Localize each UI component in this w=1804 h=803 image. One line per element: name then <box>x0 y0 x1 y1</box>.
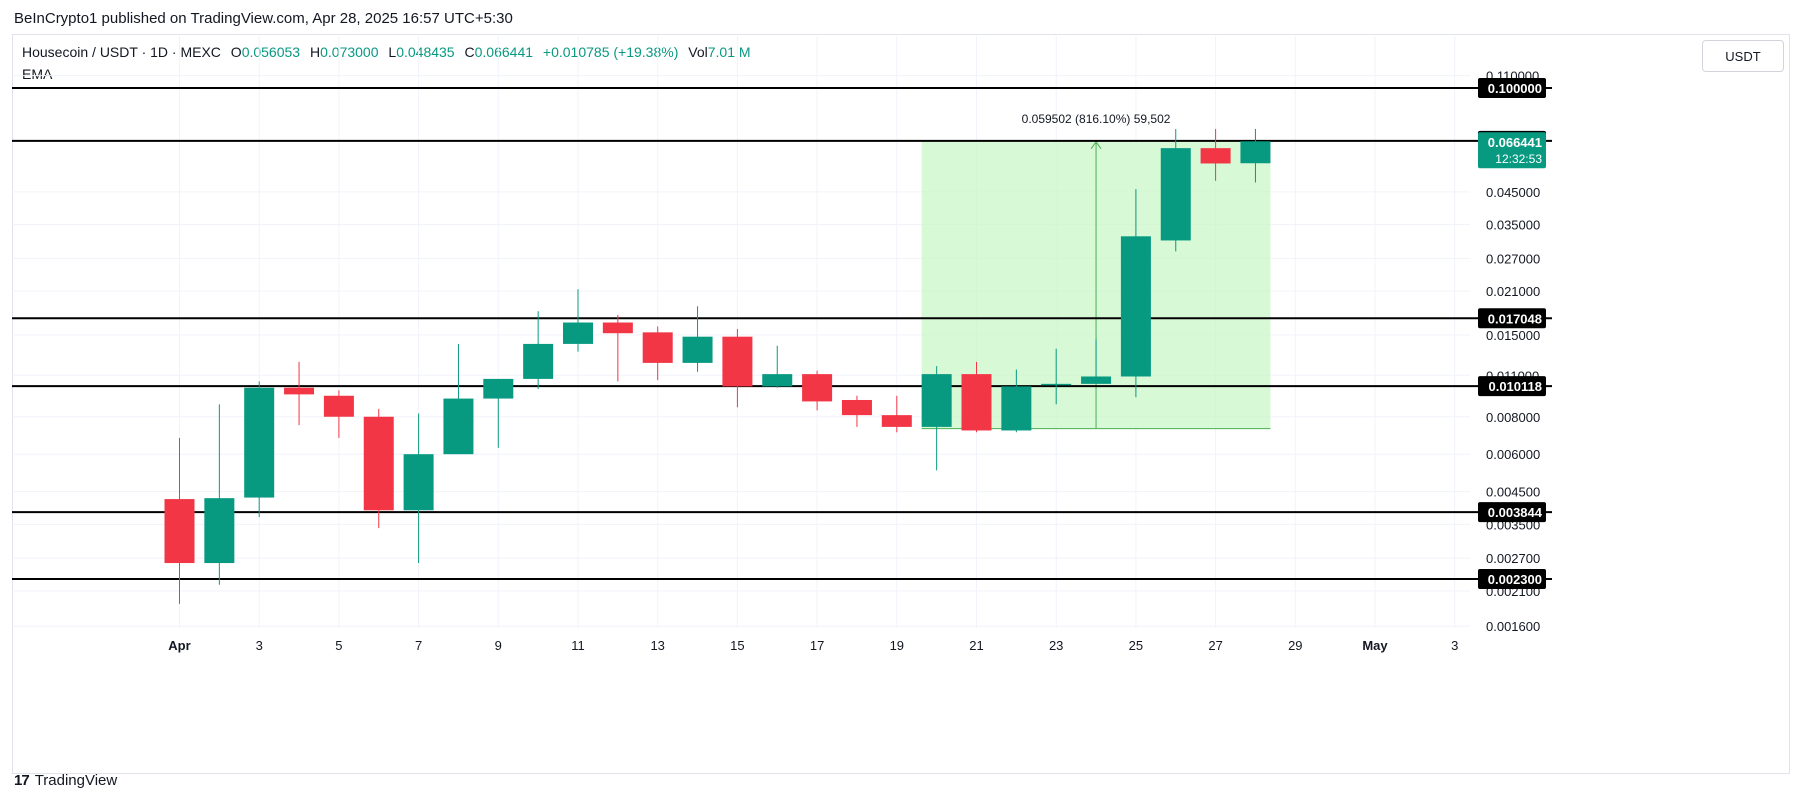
candle-countdown: 12:32:53 <box>1495 152 1542 166</box>
last-price-value: 0.066441 <box>1488 135 1542 150</box>
high-label: H <box>309 44 321 60</box>
y-tick-label: 0.015000 <box>1486 328 1540 343</box>
x-tick-label: 13 <box>650 638 664 653</box>
candle-body-down <box>1200 148 1231 164</box>
candle-body-up <box>403 454 434 511</box>
candle-body-up <box>1120 236 1151 377</box>
publish-caption: BeInCrypto1 published on TradingView.com… <box>14 10 513 27</box>
close-label: C <box>464 44 475 60</box>
low-label: L <box>388 44 397 60</box>
x-tick-label: 17 <box>810 638 824 653</box>
range-measure-label: 0.059502 (816.10%) 59,502 <box>1022 112 1171 126</box>
x-tick-label: 29 <box>1288 638 1302 653</box>
candle-body-down <box>363 416 394 511</box>
candle-body-down <box>164 499 195 564</box>
range-arrow-head-icon <box>1090 140 1102 150</box>
x-tick-label: 23 <box>1049 638 1063 653</box>
candle-body-down <box>642 332 673 363</box>
price-level-tag <box>1478 502 1546 523</box>
candle-body-up <box>483 378 514 399</box>
candle-body-down <box>602 322 633 334</box>
symbol-name[interactable]: Housecoin / USDT · 1D · MEXC <box>22 44 221 60</box>
x-tick-label: Apr <box>168 638 190 653</box>
candle-body-down <box>284 387 315 395</box>
candle-body-up <box>204 498 235 564</box>
volume-label: Vol <box>688 44 708 60</box>
candle-body-up <box>762 374 793 387</box>
currency-selector[interactable]: USDT <box>1702 40 1784 72</box>
x-tick-label: 7 <box>415 638 422 653</box>
candle-body-up <box>1081 376 1112 384</box>
x-tick-label: 3 <box>1451 638 1458 653</box>
close-value: 0.066441 <box>474 44 534 60</box>
tradingview-logo-icon: 17 <box>14 772 30 789</box>
y-tick-label: 0.001600 <box>1486 619 1540 634</box>
x-tick-label: 5 <box>335 638 342 653</box>
x-tick-label: 21 <box>969 638 983 653</box>
price-level-tag-label: 0.002300 <box>1488 572 1542 587</box>
candle-body-down <box>722 336 753 387</box>
chart-frame <box>12 34 1790 774</box>
candle-body-up <box>443 398 474 455</box>
candle-body-up <box>563 322 593 344</box>
x-tick-label: 25 <box>1129 638 1143 653</box>
candle-body-up <box>1001 386 1032 431</box>
y-tick-label: 0.002700 <box>1486 551 1540 566</box>
y-tick-label: 0.035000 <box>1486 218 1540 233</box>
y-tick-label: 0.045000 <box>1486 185 1540 200</box>
tradingview-brand: 17 TradingView <box>14 772 117 789</box>
x-tick-label: 27 <box>1208 638 1222 653</box>
x-tick-label: 9 <box>495 638 502 653</box>
price-level-tag-label: 0.017048 <box>1488 311 1542 326</box>
last-price-tag <box>1478 132 1546 169</box>
candle-body-down <box>802 374 833 402</box>
price-level-tag-label: 0.100000 <box>1488 81 1542 96</box>
y-tick-label: 0.008000 <box>1486 410 1540 425</box>
price-level-tag <box>1478 308 1546 329</box>
price-level-tag <box>1478 376 1546 397</box>
y-tick-label: 0.027000 <box>1486 251 1540 266</box>
price-level-tag <box>1478 569 1546 589</box>
candle-body-up <box>1240 141 1271 164</box>
candle-body-up <box>682 336 713 363</box>
open-value: 0.056053 <box>241 44 301 60</box>
candle-body-up <box>1160 148 1191 241</box>
candle-body-down <box>881 415 912 427</box>
brand-name: TradingView <box>34 772 118 789</box>
x-tick-label: 11 <box>571 638 585 653</box>
price-level-tag <box>1478 78 1546 98</box>
y-tick-label: 0.021000 <box>1486 284 1540 299</box>
candle-body-down <box>841 399 872 416</box>
x-tick-label: 19 <box>890 638 904 653</box>
price-level-tag-label: 0.010118 <box>1488 379 1542 394</box>
high-value: 0.073000 <box>320 44 379 60</box>
y-tick-label: 0.006000 <box>1486 447 1540 462</box>
candle-body-down <box>961 374 992 431</box>
candle-body-down <box>323 395 354 417</box>
volume-value: 7.01 M <box>707 44 751 60</box>
x-tick-label: May <box>1362 638 1388 653</box>
change-value: +0.010785 (+19.38%) <box>542 44 679 60</box>
x-tick-label: 15 <box>730 638 744 653</box>
open-label: O <box>230 44 242 60</box>
y-tick-label: 0.004500 <box>1486 485 1540 500</box>
symbol-legend: Housecoin / USDT · 1D · MEXC O0.056053 H… <box>22 44 751 60</box>
low-value: 0.048435 <box>396 44 455 60</box>
candle-body-up <box>921 374 952 427</box>
ema-indicator-label[interactable]: EMA <box>22 66 53 82</box>
candle-body-up <box>244 387 275 498</box>
candle-body-up <box>523 343 554 379</box>
candle-body-up <box>1041 383 1072 386</box>
price-level-tag-label: 0.003844 <box>1488 505 1543 520</box>
x-tick-label: 3 <box>256 638 263 653</box>
